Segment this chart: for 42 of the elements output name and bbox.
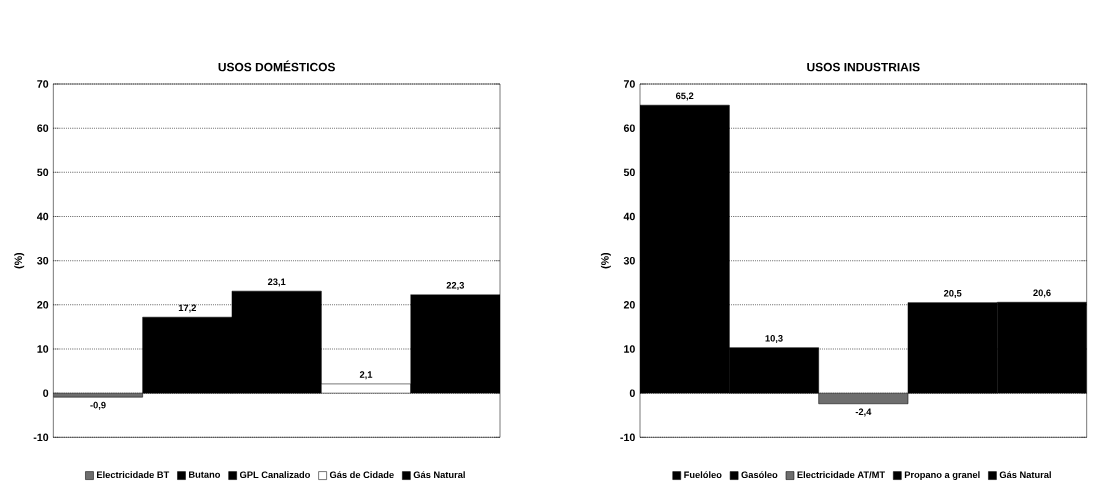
y-tick-label: 60 xyxy=(37,124,49,132)
y-tick-label: 60 xyxy=(623,124,635,132)
legend-label: Gás de Cidade xyxy=(329,471,394,479)
legend-label: Electricidade AT/MT xyxy=(797,471,885,479)
y-tick-label: 0 xyxy=(629,389,635,397)
y-tick-label: 20 xyxy=(37,301,49,309)
y-tick-label: 30 xyxy=(37,256,49,265)
legend-label: Gás Natural xyxy=(413,471,465,479)
y-tick-label: 50 xyxy=(623,168,635,177)
data-label: 65,2 xyxy=(675,92,694,101)
data-label: 17,2 xyxy=(178,304,196,313)
legend-label: Propano a granel xyxy=(904,471,980,480)
data-label: -2,4 xyxy=(855,408,872,417)
y-tick-label: 0 xyxy=(43,389,49,397)
legend-label: Butano xyxy=(189,471,221,478)
y-tick-label: -10 xyxy=(620,433,635,442)
data-label: -0,9 xyxy=(90,401,106,410)
y-tick-label: 70 xyxy=(37,80,49,88)
data-label: 2,1 xyxy=(359,371,373,380)
legend-label: Electricidade BT xyxy=(97,471,170,479)
chart-title: USOS DOMÉSTICOS xyxy=(218,60,335,72)
y-axis-title: (%) xyxy=(600,252,611,269)
legend-label: GPL Canalizado xyxy=(239,471,310,479)
y-tick-label: 10 xyxy=(624,345,635,353)
y-axis-title: (%) xyxy=(14,252,25,269)
data-label: 23,1 xyxy=(267,278,286,287)
legend-label: Fuelóleo xyxy=(684,471,722,479)
data-label: 20,5 xyxy=(943,290,962,298)
legend-label: Gasóleo xyxy=(741,471,778,479)
y-tick-label: 70 xyxy=(623,80,635,88)
data-label: 20,6 xyxy=(1033,289,1051,298)
legend-label: Gás Natural xyxy=(999,471,1051,479)
data-label: 22,3 xyxy=(446,282,465,290)
y-tick-label: 40 xyxy=(36,212,49,221)
y-tick-label: 20 xyxy=(623,301,635,309)
y-tick-label: 40 xyxy=(623,212,635,221)
y-tick-label: 50 xyxy=(37,168,49,177)
y-tick-label: 30 xyxy=(623,256,635,265)
y-tick-label: -10 xyxy=(33,433,49,442)
chart-title: USOS INDUSTRIAIS xyxy=(807,62,920,72)
data-label: 10,3 xyxy=(765,335,783,343)
y-tick-label: 10 xyxy=(37,345,49,353)
